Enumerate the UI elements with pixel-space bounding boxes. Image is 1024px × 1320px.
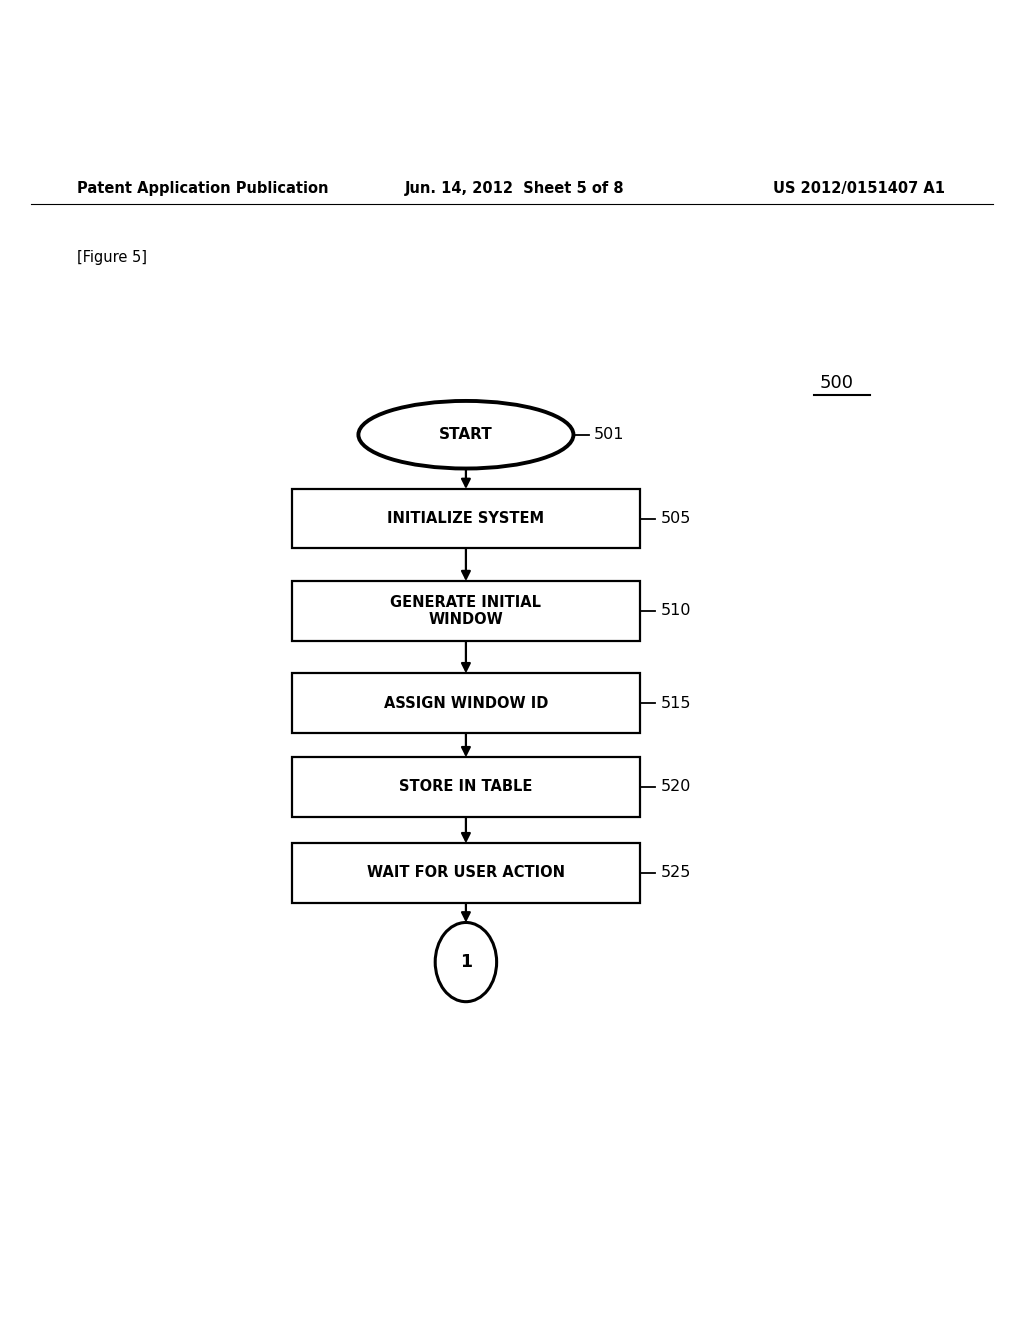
Text: STORE IN TABLE: STORE IN TABLE <box>399 780 532 795</box>
Text: 515: 515 <box>660 696 691 710</box>
Text: [Figure 5]: [Figure 5] <box>77 249 146 265</box>
Text: 1: 1 <box>460 953 472 972</box>
Text: 500: 500 <box>819 374 853 392</box>
Text: INITIALIZE SYSTEM: INITIALIZE SYSTEM <box>387 511 545 527</box>
Ellipse shape <box>358 401 573 469</box>
Text: Patent Application Publication: Patent Application Publication <box>77 181 329 197</box>
FancyBboxPatch shape <box>292 758 640 817</box>
Text: START: START <box>439 428 493 442</box>
Text: Jun. 14, 2012  Sheet 5 of 8: Jun. 14, 2012 Sheet 5 of 8 <box>404 181 624 197</box>
Text: GENERATE INITIAL
WINDOW: GENERATE INITIAL WINDOW <box>390 594 542 627</box>
Text: WAIT FOR USER ACTION: WAIT FOR USER ACTION <box>367 866 565 880</box>
Text: 501: 501 <box>594 428 625 442</box>
Text: 525: 525 <box>660 866 691 880</box>
Ellipse shape <box>435 923 497 1002</box>
FancyBboxPatch shape <box>292 488 640 548</box>
Text: US 2012/0151407 A1: US 2012/0151407 A1 <box>773 181 945 197</box>
FancyBboxPatch shape <box>292 581 640 640</box>
FancyBboxPatch shape <box>292 843 640 903</box>
Text: ASSIGN WINDOW ID: ASSIGN WINDOW ID <box>384 696 548 710</box>
Text: 505: 505 <box>660 511 691 527</box>
Text: 510: 510 <box>660 603 691 618</box>
FancyBboxPatch shape <box>292 673 640 733</box>
Text: 520: 520 <box>660 780 691 795</box>
